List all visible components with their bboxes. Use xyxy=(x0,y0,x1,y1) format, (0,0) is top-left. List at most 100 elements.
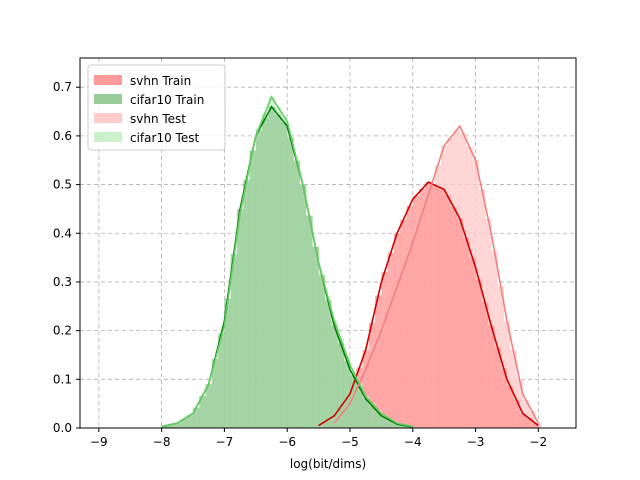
bar-0-18 xyxy=(431,185,439,428)
kde-line-series-3 xyxy=(161,95,413,428)
y-axis-ticks: 0.0 0.1 0.2 0.3 0.4 0.5 0.6 0.7 xyxy=(53,80,80,435)
bar-1-16 xyxy=(262,118,269,429)
legend-label-3: cifar10 Test xyxy=(130,131,199,145)
bar-0-29 xyxy=(500,368,508,428)
bar-0-28 xyxy=(494,347,501,428)
legend: svhn Train cifar10 Train svhn Test cifar10 … xyxy=(87,64,226,151)
bar-1-24 xyxy=(312,246,319,428)
x-tick-label-2: −7 xyxy=(216,435,234,449)
legend-label-1: cifar10 Train xyxy=(130,93,204,107)
bar-0-14 xyxy=(406,206,414,428)
bar-0-24 xyxy=(469,257,476,428)
bar-1-8 xyxy=(211,358,219,428)
bar-0-33 xyxy=(525,418,533,428)
bar-0-15 xyxy=(412,195,420,428)
x-tick-label-6: −3 xyxy=(467,435,485,449)
bar-0-25 xyxy=(475,279,483,428)
legend-swatch-1 xyxy=(94,94,122,104)
bar-1-26 xyxy=(324,300,332,428)
bar-0-8 xyxy=(368,322,376,428)
x-tick-label-3: −6 xyxy=(278,435,296,449)
y-tick-label-2: 0.2 xyxy=(53,324,72,338)
bar-1-27 xyxy=(331,325,338,428)
bar-0-13 xyxy=(400,219,407,428)
bar-1-6 xyxy=(199,395,206,428)
x-axis-label: log(bit/dims) xyxy=(290,457,366,471)
bar-0-12 xyxy=(393,233,401,428)
y-tick-label-7: 0.7 xyxy=(53,80,72,94)
bar-1-38 xyxy=(400,425,407,428)
legend-box xyxy=(87,64,226,151)
bar-1-11 xyxy=(230,253,238,428)
legend-label-0: svhn Train xyxy=(130,74,191,88)
bar-1-12 xyxy=(236,208,244,428)
x-tick-label-4: −5 xyxy=(341,435,359,449)
bar-1-15 xyxy=(255,130,263,429)
kde-lines xyxy=(161,95,540,428)
x-tick-label-5: −4 xyxy=(404,435,422,449)
bar-1-29 xyxy=(343,360,351,428)
bar-1-9 xyxy=(218,333,225,428)
y-tick-label-6: 0.6 xyxy=(53,129,72,143)
bar-1-3 xyxy=(180,419,188,428)
y-tick-label-1: 0.1 xyxy=(53,372,72,386)
y-tick-label-5: 0.5 xyxy=(53,178,72,192)
bar-1-30 xyxy=(349,375,357,428)
bar-1-37 xyxy=(393,424,401,428)
bar-1-5 xyxy=(193,407,200,428)
bar-1-14 xyxy=(249,150,257,428)
legend-swatch-3 xyxy=(94,132,122,142)
bar-1-32 xyxy=(362,398,370,428)
bar-1-34 xyxy=(375,412,382,428)
bar-1-21 xyxy=(293,161,301,429)
bar-1-1 xyxy=(167,424,175,428)
bar-1-20 xyxy=(287,137,294,428)
bar-1-4 xyxy=(186,415,194,428)
kde-line-series-2 xyxy=(333,124,540,424)
bar-1-19 xyxy=(280,122,288,429)
bar-1-17 xyxy=(268,106,275,429)
bar-0-23 xyxy=(462,238,470,428)
bar-1-0 xyxy=(161,425,169,428)
x-tick-label-1: −8 xyxy=(153,435,171,449)
bar-1-31 xyxy=(356,387,363,428)
bar-1-13 xyxy=(243,179,250,428)
bar-0-9 xyxy=(375,295,382,428)
bar-0-19 xyxy=(437,187,445,428)
bar-1-35 xyxy=(381,417,388,428)
bar-0-30 xyxy=(506,386,514,428)
bar-0-16 xyxy=(419,188,426,428)
legend-swatch-0 xyxy=(94,75,122,85)
y-tick-label-4: 0.4 xyxy=(53,226,72,240)
bar-0-27 xyxy=(488,325,495,428)
bar-1-7 xyxy=(205,384,213,428)
bar-0-32 xyxy=(519,413,527,428)
y-tick-label-0: 0.0 xyxy=(53,421,72,435)
bar-0-21 xyxy=(450,206,458,428)
x-axis-ticks: −9 −8 −7 −6 −5 −4 −3 −2 xyxy=(90,428,547,449)
histogram-bars xyxy=(161,96,542,429)
plot-frame xyxy=(79,57,577,429)
bar-0-7 xyxy=(362,350,370,428)
bar-1-2 xyxy=(174,423,181,428)
y-tick-label-3: 0.3 xyxy=(53,275,72,289)
bar-1-23 xyxy=(306,215,313,428)
x-tick-label-7: −2 xyxy=(529,435,547,449)
bar-1-10 xyxy=(224,298,231,428)
bar-0-34 xyxy=(532,423,539,428)
bar-0-10 xyxy=(381,272,388,428)
legend-swatch-2 xyxy=(94,113,122,123)
bar-0-22 xyxy=(456,218,464,428)
bar-1-25 xyxy=(318,275,326,428)
bar-0-31 xyxy=(513,399,520,428)
bar-0-20 xyxy=(444,195,451,428)
bar-1-36 xyxy=(387,420,395,428)
bar-1-33 xyxy=(368,405,376,428)
bars-series-1 xyxy=(161,106,414,429)
bar-1-18 xyxy=(274,114,282,428)
legend-label-2: svhn Test xyxy=(130,112,186,126)
bar-1-28 xyxy=(337,343,344,428)
x-tick-label-0: −9 xyxy=(90,435,108,449)
bar-0-26 xyxy=(481,302,489,428)
